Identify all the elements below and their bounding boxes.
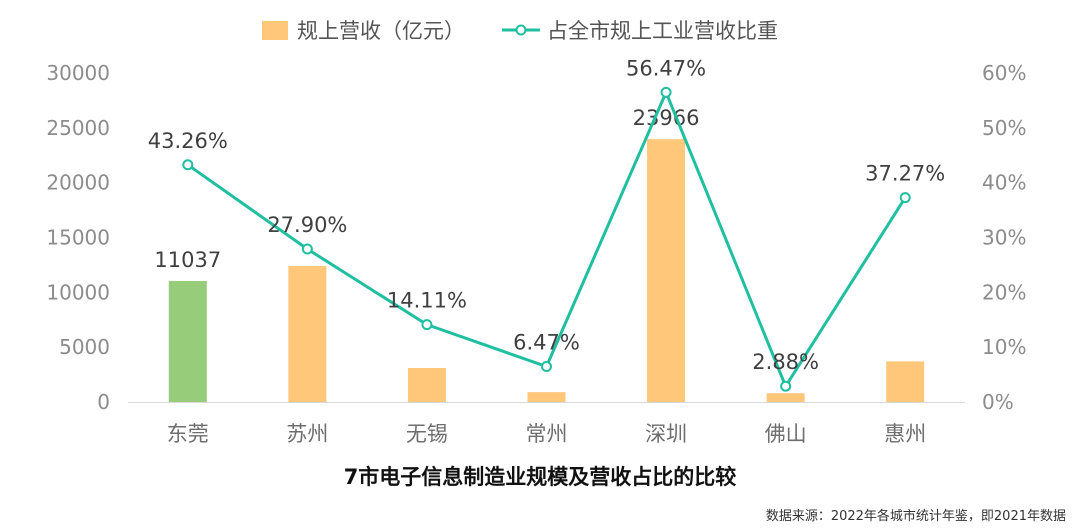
legend-swatch-bar bbox=[262, 21, 288, 40]
y-left-tick-label: 5000 bbox=[59, 335, 110, 359]
line-data-label: 14.11% bbox=[387, 289, 467, 313]
x-category-label: 惠州 bbox=[884, 422, 926, 446]
y-left-tick-label: 25000 bbox=[46, 116, 110, 140]
y-right-tick-label: 30% bbox=[982, 226, 1026, 250]
line-point bbox=[899, 192, 911, 204]
y-left-tick-label: 15000 bbox=[46, 226, 110, 250]
line-point bbox=[780, 380, 792, 392]
x-category-label: 东莞 bbox=[167, 422, 209, 446]
y-axis-right: 0% 10% 20% 30% 40% 50% 60% bbox=[982, 61, 1026, 414]
legend-label-line: 占全市规上工业营收比重 bbox=[547, 19, 778, 43]
bar bbox=[288, 266, 327, 402]
bar-data-label: 23966 bbox=[633, 106, 700, 130]
source-note: 数据来源：2022年各城市统计年鉴，即2021年数据 bbox=[766, 508, 1066, 524]
line-data-label: 27.90% bbox=[267, 213, 347, 237]
line-data-label: 56.47% bbox=[626, 56, 706, 80]
y-left-tick-label: 20000 bbox=[46, 171, 110, 195]
line-point bbox=[301, 243, 313, 255]
y-right-tick-label: 10% bbox=[982, 335, 1026, 359]
y-right-tick-label: 50% bbox=[982, 116, 1026, 140]
y-left-tick-label: 10000 bbox=[46, 280, 110, 304]
chart-title: 7市电子信息制造业规模及营收占比的比较 bbox=[344, 465, 737, 489]
line-data-label: 6.47% bbox=[513, 331, 580, 355]
y-left-tick-label: 0 bbox=[97, 390, 110, 414]
line-point bbox=[541, 361, 552, 373]
line-data-label: 43.26% bbox=[148, 129, 228, 153]
y-right-tick-label: 40% bbox=[982, 171, 1026, 195]
x-category-label: 佛山 bbox=[765, 422, 807, 446]
y-axis-left: 0 5000 10000 15000 20000 25000 30000 bbox=[46, 61, 110, 414]
line-data-label: 37.27% bbox=[865, 162, 945, 186]
line-point bbox=[421, 319, 433, 331]
bar-data-label: 11037 bbox=[154, 248, 221, 272]
bar-series: 11037 23966 bbox=[154, 106, 925, 403]
bar bbox=[527, 392, 566, 402]
bar bbox=[766, 393, 805, 402]
y-right-tick-label: 20% bbox=[982, 280, 1026, 304]
legend-label-bar: 规上营收（亿元） bbox=[297, 19, 465, 43]
line-point bbox=[660, 86, 672, 98]
bar bbox=[168, 280, 207, 402]
y-left-tick-label: 30000 bbox=[46, 61, 110, 85]
legend-marker-line bbox=[515, 24, 527, 36]
line-point bbox=[182, 159, 194, 171]
x-category-label: 无锡 bbox=[406, 422, 448, 446]
line-data-label: 2.88% bbox=[752, 350, 819, 374]
bar bbox=[647, 139, 686, 403]
x-category-label: 苏州 bbox=[286, 422, 328, 446]
x-category-label: 深圳 bbox=[645, 422, 687, 446]
x-axis-categories: 东莞 苏州 无锡 常州 深圳 佛山 惠州 bbox=[167, 422, 926, 446]
legend: 规上营收（亿元） 占全市规上工业营收比重 bbox=[262, 19, 778, 43]
y-right-tick-label: 60% bbox=[982, 61, 1026, 85]
y-right-tick-label: 0% bbox=[982, 390, 1014, 414]
bar bbox=[886, 361, 925, 402]
x-category-label: 常州 bbox=[526, 422, 568, 446]
bar bbox=[407, 368, 446, 402]
line-series: 43.26% 27.90% 14.11% 6.47% 56.47% 2.88% 37.27% bbox=[148, 56, 945, 392]
